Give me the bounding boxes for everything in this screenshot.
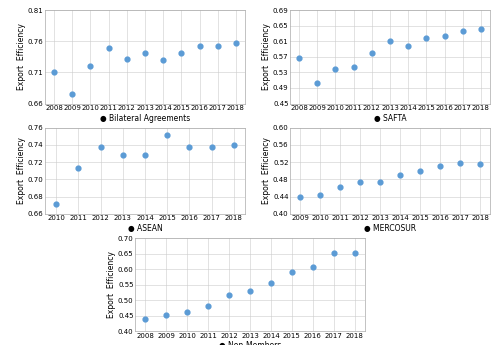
Point bbox=[162, 312, 170, 318]
Point bbox=[267, 280, 275, 286]
X-axis label: ● ASEAN: ● ASEAN bbox=[128, 224, 162, 233]
Point bbox=[246, 288, 254, 294]
Point bbox=[52, 201, 60, 206]
Point bbox=[456, 160, 464, 166]
Point bbox=[204, 304, 212, 309]
Point bbox=[119, 152, 127, 158]
Point bbox=[142, 316, 150, 322]
Point bbox=[196, 43, 203, 49]
Point bbox=[214, 43, 222, 49]
Point bbox=[178, 50, 186, 55]
Point bbox=[123, 56, 131, 61]
X-axis label: ● Non-Members: ● Non-Members bbox=[219, 341, 281, 345]
Point bbox=[316, 193, 324, 198]
Point bbox=[396, 172, 404, 178]
Point bbox=[404, 44, 412, 49]
Point bbox=[336, 184, 344, 190]
Point bbox=[232, 40, 240, 46]
Point bbox=[74, 166, 82, 171]
Point bbox=[356, 179, 364, 184]
Point bbox=[225, 293, 233, 298]
Point bbox=[477, 26, 485, 32]
Point bbox=[308, 264, 316, 269]
Point bbox=[186, 144, 194, 149]
Point bbox=[96, 144, 104, 149]
Point bbox=[141, 50, 149, 55]
Point bbox=[288, 269, 296, 274]
Point bbox=[440, 33, 448, 39]
Point bbox=[208, 144, 216, 149]
Point bbox=[296, 194, 304, 199]
Y-axis label: Export  Efficiency: Export Efficiency bbox=[262, 23, 272, 90]
X-axis label: ● Bilateral Agreements: ● Bilateral Agreements bbox=[100, 114, 190, 123]
Point bbox=[163, 132, 171, 137]
Point bbox=[368, 50, 376, 56]
Point bbox=[386, 38, 394, 43]
Point bbox=[50, 70, 58, 75]
Y-axis label: Export  Efficiency: Export Efficiency bbox=[108, 251, 116, 318]
Point bbox=[376, 179, 384, 184]
Y-axis label: Export  Efficiency: Export Efficiency bbox=[18, 23, 26, 90]
Point bbox=[184, 309, 192, 315]
Point bbox=[68, 91, 76, 97]
Point bbox=[332, 67, 340, 72]
Point bbox=[314, 81, 322, 86]
Point bbox=[330, 250, 338, 256]
Point bbox=[350, 64, 358, 69]
X-axis label: ● SAFTA: ● SAFTA bbox=[374, 114, 406, 123]
X-axis label: ● MERCOSUR: ● MERCOSUR bbox=[364, 224, 416, 233]
Point bbox=[230, 142, 238, 148]
Point bbox=[295, 55, 303, 60]
Point bbox=[416, 168, 424, 174]
Point bbox=[104, 45, 112, 50]
Point bbox=[436, 164, 444, 169]
Point bbox=[458, 28, 466, 33]
Y-axis label: Export  Efficiency: Export Efficiency bbox=[18, 137, 26, 204]
Point bbox=[350, 250, 358, 256]
Point bbox=[141, 152, 149, 158]
Point bbox=[422, 36, 430, 41]
Point bbox=[159, 57, 167, 63]
Point bbox=[86, 63, 94, 69]
Point bbox=[476, 161, 484, 167]
Y-axis label: Export  Efficiency: Export Efficiency bbox=[262, 137, 272, 204]
